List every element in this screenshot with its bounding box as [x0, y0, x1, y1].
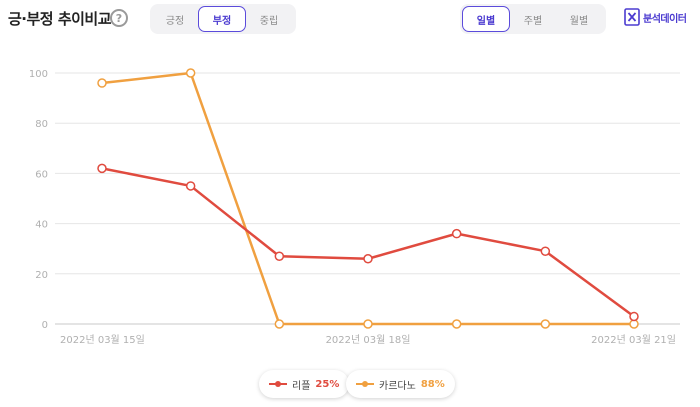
data-point: [451, 228, 462, 239]
chart-title: 긍·부정 추이비교: [8, 10, 112, 28]
y-tick-label: 80: [35, 119, 48, 130]
legend-item-ripple[interactable]: 리플 25%: [259, 370, 350, 398]
y-tick-label: 0: [42, 320, 48, 331]
data-point: [451, 319, 462, 329]
tab-monthly[interactable]: 월별: [569, 15, 589, 27]
x-tick-label: 2022년 03월 15일: [60, 334, 145, 346]
x-tick-label: 2022년 03월 21일: [591, 334, 676, 346]
series-line: [101, 71, 634, 326]
series-line: [101, 167, 635, 318]
data-point: [540, 246, 551, 256]
data-point: [363, 253, 373, 264]
y-tick-label: 40: [35, 220, 48, 231]
legend-marker-cardano: [356, 381, 374, 387]
legend-label-ripple: 리플: [292, 380, 311, 392]
export-data-button[interactable]: 분석데이터: [624, 8, 687, 26]
legend-item-cardano[interactable]: 카르다노 88%: [346, 370, 455, 398]
x-tick-label: 2022년 03월 18일: [326, 334, 411, 346]
legend-share-cardano: 88%: [420, 378, 445, 390]
y-tick-label: 20: [35, 270, 48, 281]
data-point: [274, 251, 285, 261]
tab-daily[interactable]: 일별: [462, 6, 510, 32]
data-point: [185, 68, 196, 78]
legend-share-ripple: 25%: [315, 378, 340, 390]
tab-neutral[interactable]: 중립: [259, 15, 279, 27]
data-point: [97, 78, 107, 88]
help-icon[interactable]: ?: [110, 9, 128, 27]
sentiment-tab-group: 긍정 부정 중립: [150, 4, 296, 34]
data-point: [97, 163, 107, 174]
legend-label-cardano: 카르다노: [379, 380, 416, 392]
data-point: [540, 319, 551, 329]
tab-negative[interactable]: 부정: [198, 6, 246, 32]
y-tick-label: 60: [35, 169, 48, 180]
period-tab-group: 일별 주별 월별: [460, 4, 606, 34]
tab-positive[interactable]: 긍정: [165, 15, 185, 27]
export-label: 분석데이터: [643, 13, 687, 25]
excel-icon: [624, 8, 640, 26]
data-point: [274, 319, 285, 329]
y-tick-label: 100: [29, 69, 48, 80]
data-point: [363, 319, 373, 329]
data-point: [629, 311, 639, 322]
tab-weekly[interactable]: 주별: [523, 15, 543, 27]
data-point: [185, 181, 196, 191]
legend-marker-ripple: [269, 381, 287, 387]
